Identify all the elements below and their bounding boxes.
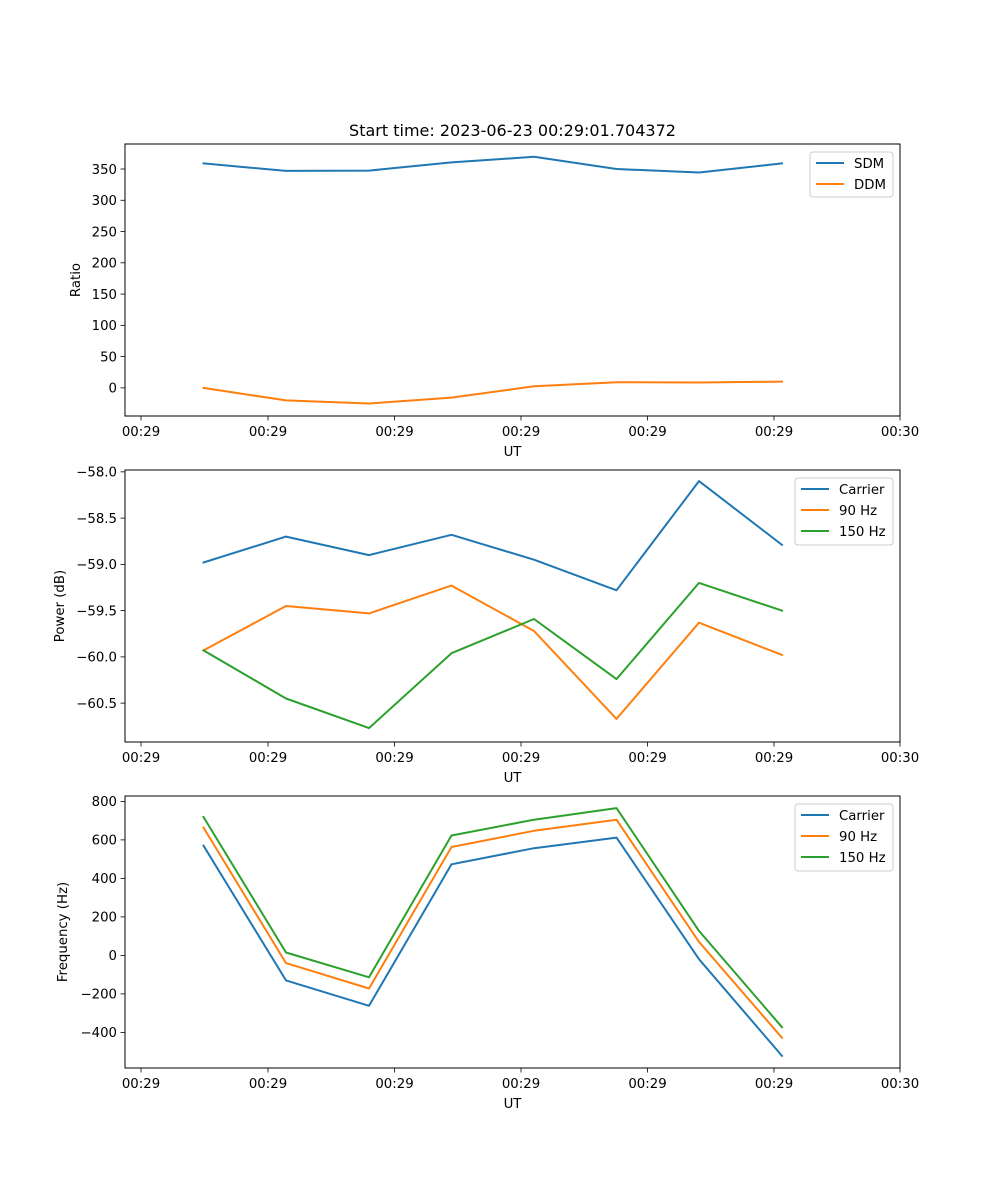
x-tick-label: 00:29 [249,1077,287,1092]
x-tick-label: 00:30 [881,1077,919,1092]
y-tick-label: 600 [92,834,117,849]
y-tick-label: −58.0 [76,466,117,481]
y-tick-label: 350 [92,163,117,178]
legend-label: 90 Hz [839,504,877,519]
x-tick-label: 00:29 [628,751,666,766]
chart-panel-3: 00:29 00:29 00:29 00:29 00:29 00:29 00:30 −400 −… [56,795,919,1112]
series-line-150-hz [202,581,784,730]
series-line-90-hz [202,818,784,1040]
x-tick-label: 00:29 [502,751,540,766]
x-axis-label: UT [504,445,523,460]
y-tick-label: 0 [109,949,117,964]
x-tick-label: 00:29 [628,1077,666,1092]
y-tick-label: −59.0 [76,558,117,573]
y-axis-label: Power (dB) [53,570,68,642]
plot-frame [124,143,901,417]
x-tick-label: 00:29 [122,425,160,440]
y-tick-label: −400 [80,1026,117,1041]
y-tick-label: −200 [80,988,117,1003]
x-tick-label: 00:29 [122,1077,160,1092]
y-tick-label: 100 [92,319,117,334]
figure-title: Start time: 2023-06-23 00:29:01.704372 [349,121,676,140]
charts-container: 00:29 00:29 00:29 00:29 00:29 00:29 00:30 0 50 10… [53,143,919,1112]
y-tick-label: 150 [92,288,117,303]
y-tick-label: 50 [100,350,117,365]
y-axis-label: Ratio [69,263,84,297]
x-axis-label: UT [504,771,523,786]
series-line-carrier [202,480,784,592]
legend: SDM DDM [809,151,894,198]
series-line-ddm [202,380,784,405]
plot-frame [124,795,901,1069]
legend-label: Carrier [839,809,885,824]
x-tick-label: 00:29 [375,751,413,766]
series-line-150-hz [202,807,784,1029]
y-axis-label: Frequency (Hz) [56,882,71,982]
x-tick-label: 00:29 [502,425,540,440]
y-tick-label: 300 [92,194,117,209]
legend-label: DDM [854,178,886,193]
y-tick-label: −59.5 [76,604,117,619]
x-tick-label: 00:29 [249,425,287,440]
legend-label: SDM [854,157,884,172]
legend-label: 150 Hz [839,525,886,540]
x-tick-label: 00:29 [502,1077,540,1092]
series-line-sdm [202,155,784,174]
legend-label: 90 Hz [839,830,877,845]
x-tick-label: 00:29 [249,751,287,766]
x-tick-label: 00:29 [628,425,666,440]
legend: Carrier 90 Hz 150 Hz [794,803,894,872]
legend-label: 150 Hz [839,851,886,866]
y-tick-label: −60.0 [76,651,117,666]
x-tick-label: 00:29 [755,751,793,766]
y-tick-label: 400 [92,872,117,887]
x-tick-label: 00:29 [122,751,160,766]
series-group [202,480,784,730]
series-group [202,807,784,1058]
chart-panel-2: 00:29 00:29 00:29 00:29 00:29 00:29 00:30 −60.5… [53,466,919,786]
legend: Carrier 90 Hz 150 Hz [794,477,894,546]
series-group [202,155,784,405]
legend-label: Carrier [839,483,885,498]
x-axis-label: UT [504,1097,523,1112]
y-tick-label: 250 [92,225,117,240]
y-tick-label: −58.5 [76,512,117,527]
legend-frame [794,803,894,872]
x-tick-label: 00:29 [375,1077,413,1092]
y-tick-label: 200 [92,257,117,272]
y-tick-label: −60.5 [76,697,117,712]
x-tick-label: 00:29 [375,425,413,440]
x-tick-label: 00:29 [755,1077,793,1092]
series-line-carrier [202,836,784,1058]
series-line-90-hz [202,584,784,720]
x-tick-label: 00:30 [881,425,919,440]
y-tick-label: 0 [109,382,117,397]
y-tick-label: 800 [92,795,117,810]
legend-frame [794,477,894,546]
x-tick-label: 00:30 [881,751,919,766]
x-tick-label: 00:29 [755,425,793,440]
plot-frame [124,469,901,743]
y-tick-label: 200 [92,911,117,926]
chart-panel-1: 00:29 00:29 00:29 00:29 00:29 00:29 00:30 0 50 10… [69,143,919,460]
